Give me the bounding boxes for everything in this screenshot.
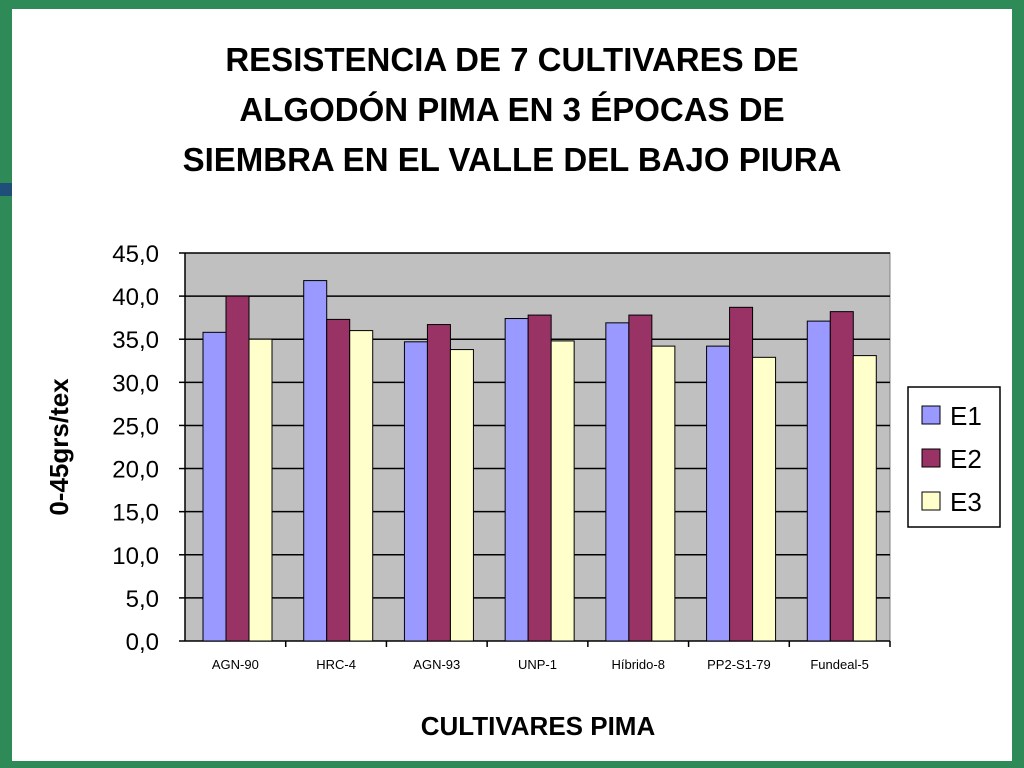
x-axis-title: CULTIVARES PIMA bbox=[421, 711, 656, 741]
x-tick-label: Híbrido-8 bbox=[611, 657, 664, 672]
chart-title-line-2: ALGODÓN PIMA EN 3 ÉPOCAS DE bbox=[239, 91, 785, 128]
bar-e3 bbox=[550, 340, 575, 642]
x-tick-label: Fundeal-5 bbox=[810, 657, 869, 672]
y-tick-label: 40,0 bbox=[112, 284, 159, 311]
bar-e3 bbox=[752, 356, 777, 642]
bar-e1 bbox=[706, 345, 731, 642]
bar-e3 bbox=[449, 349, 474, 642]
bar-e2 bbox=[225, 295, 250, 642]
x-tick-label: PP2-S1-79 bbox=[707, 657, 771, 672]
bar-e2 bbox=[527, 314, 552, 642]
bar-e3 bbox=[852, 355, 877, 642]
y-tick-label: 10,0 bbox=[112, 543, 159, 570]
bar-e2 bbox=[628, 314, 653, 642]
x-tick-label: AGN-90 bbox=[212, 657, 259, 672]
bar-e1 bbox=[504, 318, 529, 642]
y-tick-label: 45,0 bbox=[112, 241, 159, 268]
y-tick-label: 5,0 bbox=[126, 586, 159, 613]
bar-e2 bbox=[829, 311, 854, 642]
y-tick-label: 0,0 bbox=[126, 629, 159, 656]
y-tick-label: 25,0 bbox=[112, 413, 159, 440]
y-tick-label: 35,0 bbox=[112, 327, 159, 354]
x-tick-label: AGN-93 bbox=[413, 657, 460, 672]
bar-e3 bbox=[651, 345, 676, 642]
legend-label-e2: E2 bbox=[950, 444, 982, 474]
bar-e2 bbox=[426, 324, 451, 642]
y-tick-label: 15,0 bbox=[112, 500, 159, 527]
chart-title-line-1: RESISTENCIA DE 7 CULTIVARES DE bbox=[225, 41, 799, 78]
legend-label-e3: E3 bbox=[950, 487, 982, 517]
bar-e3 bbox=[349, 330, 374, 642]
y-tick-label: 30,0 bbox=[112, 370, 159, 397]
legend-swatch-e3 bbox=[921, 491, 941, 511]
x-tick-label: HRC-4 bbox=[316, 657, 356, 672]
legend-label-e1: E1 bbox=[950, 401, 982, 431]
y-tick-label: 20,0 bbox=[112, 457, 159, 484]
chart-title: RESISTENCIA DE 7 CULTIVARES DE ALGODÓN P… bbox=[12, 35, 1012, 185]
bar-e1 bbox=[202, 331, 227, 642]
legend-swatch-e1 bbox=[921, 405, 941, 425]
chart-title-line-3: SIEMBRA EN EL VALLE DEL BAJO PIURA bbox=[182, 141, 842, 178]
bar-e3 bbox=[248, 338, 273, 642]
y-axis-title: 0-45grs/tex bbox=[44, 378, 74, 516]
bar-e1 bbox=[403, 341, 428, 642]
bar-e1 bbox=[806, 320, 831, 642]
bar-e2 bbox=[326, 318, 351, 642]
bar-e1 bbox=[303, 280, 328, 642]
bar-e2 bbox=[729, 306, 754, 642]
legend-swatch-e2 bbox=[921, 448, 941, 468]
x-tick-label: UNP-1 bbox=[518, 657, 557, 672]
bar-e1 bbox=[605, 322, 630, 642]
slide-edge-marker bbox=[0, 183, 12, 196]
